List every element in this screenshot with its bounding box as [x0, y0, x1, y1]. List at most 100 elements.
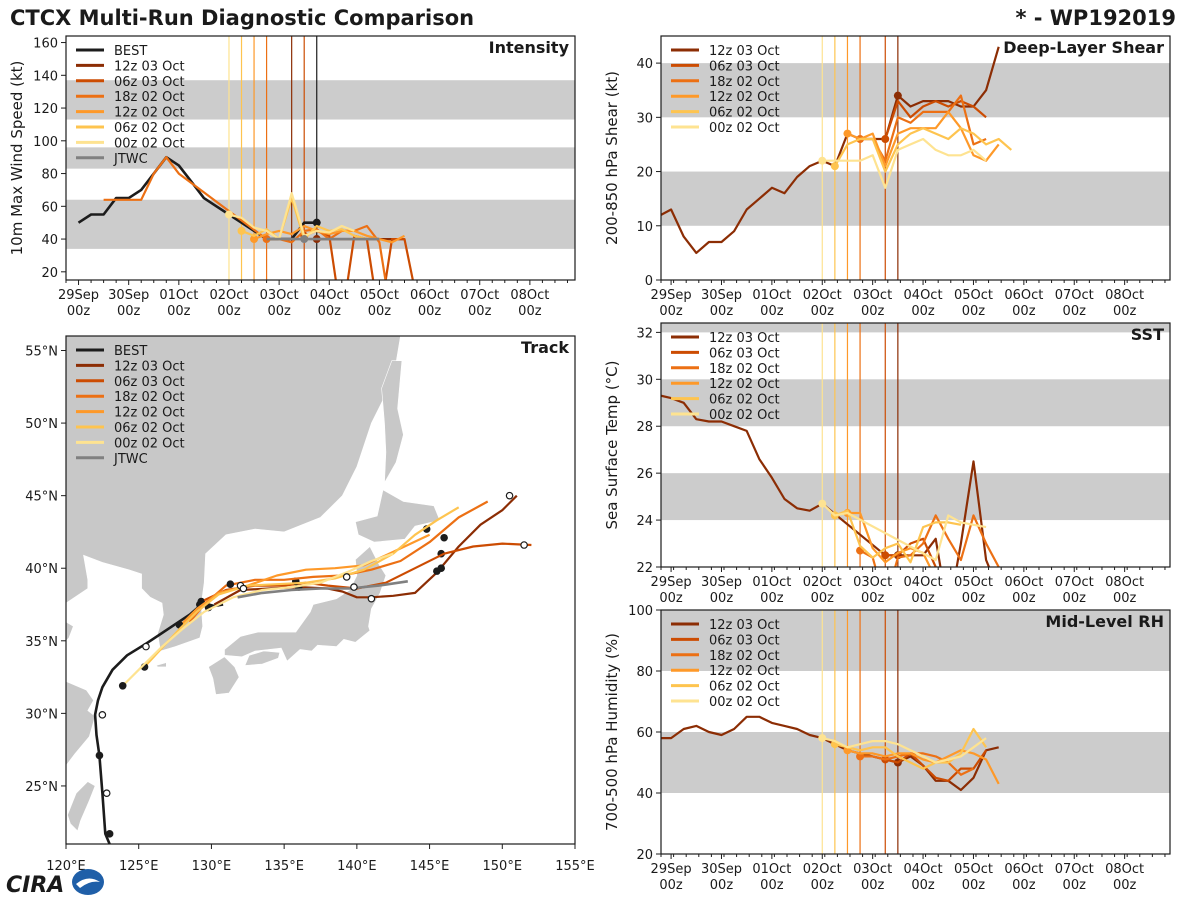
y-tick-label: 40: [636, 787, 653, 802]
x-tick-label: 140°E: [337, 859, 377, 874]
y-tick-label: 35°N: [25, 635, 58, 650]
track-point-filled: [95, 751, 104, 760]
x-tick-label: 155°E: [555, 859, 595, 874]
x-tick-label: 00z: [760, 878, 784, 893]
figure-title: CTCX Multi-Run Diagnostic Comparison: [10, 6, 474, 30]
x-tick-label: 145°E: [410, 859, 450, 874]
panel-title: SST: [1131, 325, 1164, 344]
y-axis-label: Sea Surface Temp (°C): [603, 360, 621, 529]
series-marker: [312, 218, 321, 227]
land-hokkaido: [355, 489, 441, 543]
legend-label: 06z 03 Oct: [114, 75, 185, 90]
legend-label: 06z 03 Oct: [114, 375, 185, 390]
y-tick-label: 0: [645, 274, 653, 289]
x-tick-label: 07Oct: [1055, 862, 1094, 877]
land-jeju: [155, 662, 167, 668]
legend-label: 18z 02 Oct: [114, 90, 185, 105]
x-tick-label: 01Oct: [159, 288, 198, 303]
y-tick-label: 50°N: [25, 417, 58, 432]
legend-label: BEST: [114, 44, 147, 59]
x-tick-label: 00z: [167, 304, 191, 319]
y-tick-label: 160: [33, 37, 58, 52]
x-tick-label: 00z: [861, 304, 885, 319]
x-tick-label: 04Oct: [904, 862, 943, 877]
x-tick-label: 00z: [1063, 878, 1087, 893]
x-tick-label: 00z: [659, 304, 683, 319]
legend-label: 12z 02 Oct: [114, 106, 185, 121]
panel-frame: [660, 35, 1171, 281]
x-tick-label: 00z: [760, 304, 784, 319]
x-tick-label: 00z: [1113, 591, 1137, 606]
track-point-filled: [440, 533, 448, 542]
land-taiwan: [67, 781, 96, 832]
x-tick-label: 05Oct: [954, 575, 993, 590]
x-tick-label: 125°E: [119, 859, 159, 874]
x-tick-label: 29Sep: [651, 575, 692, 590]
x-tick-label: 00z: [1012, 591, 1036, 606]
logo-text: CIRA: [6, 873, 64, 898]
x-tick-label: 04Oct: [904, 575, 943, 590]
track-point-open: [239, 584, 248, 593]
x-tick-label: 06Oct: [1004, 862, 1043, 877]
legend-label: JTWC: [113, 452, 148, 467]
x-tick-label: 00z: [962, 878, 986, 893]
x-tick-label: 00z: [318, 304, 342, 319]
x-tick-label: 08Oct: [1105, 575, 1144, 590]
series-line-00z-02-oct: [821, 502, 987, 562]
series-line-12z-02-oct: [847, 749, 1000, 785]
x-tick-label: 00z: [1063, 304, 1087, 319]
land-honshu: [224, 546, 387, 662]
x-tick-label: 00z: [368, 304, 392, 319]
legend-label: 18z 02 Oct: [709, 75, 780, 90]
y-tick-label: 28: [636, 420, 653, 435]
x-tick-label: 120°E: [46, 859, 86, 874]
x-tick-label: 00z: [911, 304, 935, 319]
y-tick-label: 30: [636, 111, 653, 126]
track-point-open: [367, 594, 376, 603]
series-marker: [881, 135, 890, 144]
land-china-coast-a: [66, 621, 74, 642]
panel-plot-area: [661, 36, 1170, 280]
legend-label: 18z 02 Oct: [709, 649, 780, 664]
series-line-06z-02-oct: [143, 506, 460, 668]
series-marker: [250, 235, 259, 244]
land-asia-mainland: [66, 336, 401, 652]
series-line-06z-02-oct: [833, 127, 1013, 173]
y-tick-label: 40°N: [25, 562, 58, 577]
panels: 29Sep00z30Sep00z01Oct00z02Oct00z03Oct00z…: [8, 35, 1171, 893]
track-point-filled: [226, 580, 235, 588]
y-axis-label: 700-500 hPa Humidity (%): [603, 633, 621, 831]
y-axis-label: 10m Max Wind Speed (kt): [8, 61, 26, 256]
x-tick-label: 08Oct: [1105, 862, 1144, 877]
legend-label: 06z 02 Oct: [709, 393, 780, 408]
series-marker: [262, 235, 271, 244]
y-axis-label: 200-850 hPa Shear (kt): [603, 71, 621, 245]
shaded-band: [66, 199, 575, 249]
land-kyushu: [208, 656, 240, 695]
track-point-open: [350, 583, 358, 591]
cira-logo: CIRA: [6, 869, 104, 898]
legend-label: 12z 03 Oct: [114, 359, 185, 374]
y-tick-label: 100: [33, 135, 58, 150]
panel-plot-area: [66, 36, 575, 280]
panel-title: Track: [521, 338, 569, 357]
x-tick-label: 08Oct: [1105, 288, 1144, 303]
x-tick-label: 00z: [67, 304, 91, 319]
x-tick-label: 06Oct: [1004, 288, 1043, 303]
x-tick-label: 00z: [659, 878, 683, 893]
series-marker: [818, 734, 827, 743]
y-tick-label: 140: [33, 69, 58, 84]
y-tick-label: 25°N: [25, 780, 58, 795]
legend-label: 00z 02 Oct: [114, 436, 185, 451]
series-marker: [818, 499, 827, 508]
legend-label: 06z 02 Oct: [114, 421, 185, 436]
x-tick-label: 00z: [117, 304, 141, 319]
track-point-open: [98, 711, 107, 719]
series-marker: [893, 91, 902, 100]
series-line-12z-03-oct: [661, 46, 1000, 254]
x-tick-label: 01Oct: [752, 575, 791, 590]
x-tick-label: 30Sep: [108, 288, 149, 303]
legend-label: 18z 02 Oct: [709, 362, 780, 377]
